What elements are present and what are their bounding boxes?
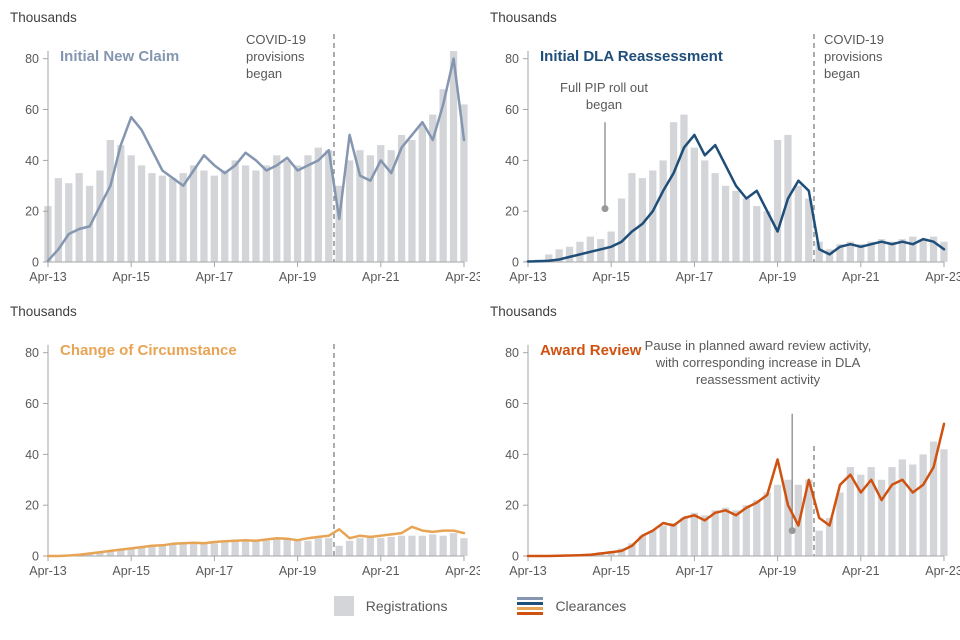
svg-text:Apr-19: Apr-19 — [279, 564, 317, 578]
svg-text:Apr-13: Apr-13 — [509, 564, 547, 578]
change-of-circumstance-plot: 0 20 40 60 80 Apr-13 Apr-15 Apr-17 Apr-19 Apr-21 A… — [25, 344, 480, 578]
svg-text:20: 20 — [505, 205, 519, 219]
y-axis-unit-label: Thousands — [490, 10, 557, 25]
svg-text:Apr-15: Apr-15 — [112, 564, 150, 578]
svg-text:Apr-19: Apr-19 — [759, 564, 797, 578]
svg-text:80: 80 — [505, 52, 519, 66]
svg-text:Apr-13: Apr-13 — [29, 564, 67, 578]
chart-award-review: Thousands Award Review Pause in planned … — [480, 300, 960, 590]
covid-annotation: COVID-19 provisions began — [246, 32, 306, 81]
svg-text:Apr-19: Apr-19 — [759, 270, 797, 284]
clearance-line-new-claim — [517, 597, 544, 600]
registrations-swatch — [333, 596, 354, 616]
svg-text:Apr-17: Apr-17 — [196, 564, 234, 578]
svg-text:Apr-21: Apr-21 — [362, 564, 400, 578]
svg-text:0: 0 — [32, 256, 39, 270]
svg-text:Apr-23: Apr-23 — [445, 564, 480, 578]
svg-text:40: 40 — [505, 448, 519, 462]
y-axis-unit-label: Thousands — [490, 304, 557, 319]
covid-annotation: COVID-19 provisions began — [824, 32, 884, 81]
svg-text:Apr-23: Apr-23 — [445, 270, 480, 284]
svg-text:Apr-15: Apr-15 — [112, 270, 150, 284]
svg-text:Apr-15: Apr-15 — [592, 564, 630, 578]
award-review-plot: 0 20 40 60 80 Apr-13 Apr-15 Apr-17 Apr-19 Apr-21 A… — [505, 344, 960, 578]
svg-text:40: 40 — [25, 448, 39, 462]
svg-text:40: 40 — [25, 154, 39, 168]
full-pip-rollout-annotation: Full PIP roll out began — [560, 80, 648, 112]
svg-text:60: 60 — [505, 103, 519, 117]
svg-text:Apr-13: Apr-13 — [29, 270, 67, 284]
legend-clearances: Clearances — [517, 597, 626, 615]
svg-text:0: 0 — [512, 256, 519, 270]
svg-text:Apr-15: Apr-15 — [592, 270, 630, 284]
chart-title-award-review: Award Review — [540, 342, 642, 359]
chart-initial-new-claim: Thousands Initial New Claim COVID-19 pro… — [0, 6, 480, 296]
svg-text:20: 20 — [25, 205, 39, 219]
svg-text:Apr-21: Apr-21 — [842, 564, 880, 578]
svg-text:Apr-17: Apr-17 — [196, 270, 234, 284]
chart-title-initial-new-claim: Initial New Claim — [60, 48, 180, 65]
chart-title-change-of-circumstance: Change of Circumstance — [60, 342, 237, 359]
svg-text:Apr-17: Apr-17 — [676, 270, 714, 284]
svg-text:60: 60 — [25, 397, 39, 411]
clearance-line-change-of-circumstance — [517, 607, 544, 610]
svg-text:60: 60 — [505, 397, 519, 411]
svg-text:80: 80 — [505, 346, 519, 360]
svg-text:0: 0 — [32, 550, 39, 564]
y-axis-unit-label: Thousands — [10, 10, 77, 25]
svg-text:60: 60 — [25, 103, 39, 117]
clearances-label: Clearances — [555, 598, 627, 614]
svg-text:Apr-23: Apr-23 — [925, 270, 960, 284]
svg-text:Apr-19: Apr-19 — [279, 270, 317, 284]
svg-text:Apr-21: Apr-21 — [842, 270, 880, 284]
chart-initial-dla-reassessment: Thousands Initial DLA Reassessment COVID… — [480, 6, 960, 296]
legend-registrations: Registrations — [333, 596, 448, 616]
initial-new-claim-plot: 0 20 40 60 80 Apr-13 Apr-15 Apr-17 Apr-19 Apr-21 A… — [25, 34, 480, 284]
svg-text:80: 80 — [25, 52, 39, 66]
svg-text:20: 20 — [25, 499, 39, 513]
initial-dla-reassessment-plot: 0 20 40 60 80 Apr-13 Apr-15 Apr-17 Apr-19 Apr-21 A… — [505, 34, 960, 284]
svg-text:40: 40 — [505, 154, 519, 168]
registrations-label: Registrations — [365, 598, 448, 614]
chart-change-of-circumstance: Thousands Change of Circumstance 0 20 40 60… — [0, 300, 480, 590]
clearances-swatch — [517, 597, 544, 615]
svg-text:80: 80 — [25, 346, 39, 360]
svg-text:0: 0 — [512, 550, 519, 564]
svg-text:20: 20 — [505, 499, 519, 513]
chart-title-initial-dla-reassessment: Initial DLA Reassessment — [540, 48, 723, 65]
y-axis-unit-label: Thousands — [10, 304, 77, 319]
svg-text:Apr-23: Apr-23 — [925, 564, 960, 578]
clearance-line-dla-reassessment — [517, 602, 544, 605]
clearance-line-award-review — [517, 612, 544, 615]
svg-text:Apr-17: Apr-17 — [676, 564, 714, 578]
svg-text:Apr-21: Apr-21 — [362, 270, 400, 284]
svg-text:Apr-13: Apr-13 — [509, 270, 547, 284]
award-review-pause-annotation: Pause in planned award review activity, … — [644, 338, 872, 387]
chart-legend: Registrations Clearances — [0, 596, 960, 616]
